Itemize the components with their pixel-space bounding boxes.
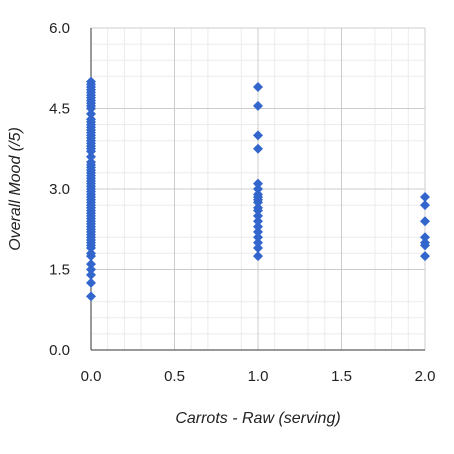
data-point [253, 251, 263, 262]
data-point [253, 184, 263, 194]
data-point [86, 108, 96, 119]
y-axis-title: Overall Mood (/5) [7, 127, 24, 251]
data-point [253, 226, 263, 237]
data-point [86, 291, 96, 302]
data-point [86, 146, 96, 157]
data-point [253, 100, 263, 111]
x-tick-label: 0.5 [164, 368, 185, 385]
y-tick-labels: 0.0 1.5 3.0 4.5 6.0 [49, 20, 70, 359]
y-tick-label: 4.5 [49, 101, 70, 118]
data-point [253, 143, 263, 154]
x-tick-label: 1.0 [248, 368, 269, 385]
data-point [86, 243, 96, 254]
data-point [86, 269, 96, 280]
data-point [420, 216, 430, 227]
y-tick-label: 0.0 [49, 342, 70, 359]
data-point [253, 82, 263, 93]
data-points [86, 76, 430, 302]
data-point [86, 277, 96, 288]
data-point [86, 251, 96, 262]
data-point [253, 221, 263, 232]
x-tick-label: 2.0 [415, 368, 436, 385]
data-point [420, 192, 430, 203]
data-point [86, 259, 96, 270]
data-point [253, 243, 263, 254]
x-tick-labels: 0.0 0.5 1.0 1.5 2.0 [81, 368, 436, 385]
data-point [253, 232, 263, 243]
x-tick-label: 1.5 [331, 368, 352, 385]
y-tick-label: 6.0 [49, 20, 70, 37]
x-axis-title: Carrots - Raw (serving) [175, 410, 340, 427]
data-point [86, 103, 96, 114]
data-point [420, 240, 430, 251]
y-tick-label: 3.0 [49, 181, 70, 198]
data-point [253, 210, 263, 221]
data-point [253, 197, 263, 208]
data-point [253, 237, 263, 248]
data-point [253, 205, 263, 216]
data-point [253, 178, 263, 189]
data-point [86, 151, 96, 162]
x-tick-label: 0.0 [81, 368, 102, 385]
data-point [420, 232, 430, 243]
data-point [420, 251, 430, 262]
data-point [253, 130, 263, 141]
data-point [420, 200, 430, 211]
data-point [253, 216, 263, 227]
data-point [86, 264, 96, 275]
y-tick-label: 1.5 [49, 262, 70, 279]
